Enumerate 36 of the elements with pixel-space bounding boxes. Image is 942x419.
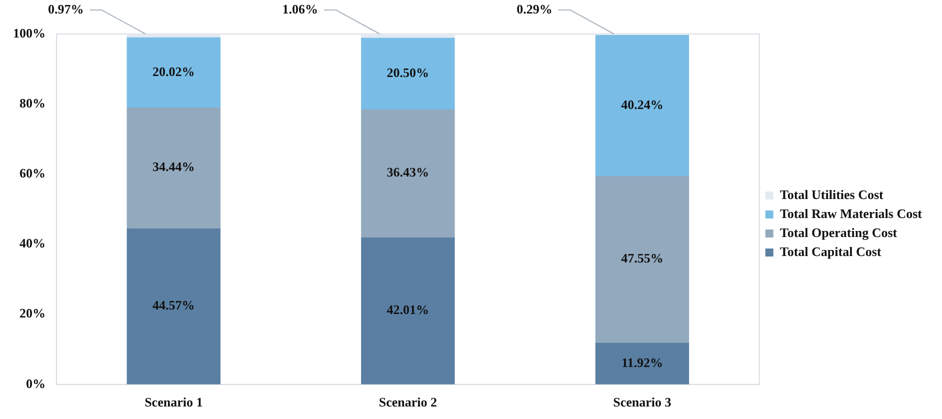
legend-label: Total Capital Cost: [780, 244, 882, 259]
data-label: 47.55%: [621, 250, 664, 266]
bar: [126, 108, 220, 228]
x-tick-label: Scenario 2: [378, 394, 437, 410]
bar: [595, 35, 690, 176]
data-label: 44.57%: [152, 298, 195, 313]
bar: [361, 237, 455, 384]
data-label: 0.29%: [516, 1, 552, 16]
data-label: 1.06%: [282, 1, 318, 16]
bar: [595, 342, 690, 384]
y-tick-label: 80%: [20, 95, 46, 110]
y-tick-label: 100%: [13, 25, 46, 40]
y-tick-label: 0%: [26, 376, 46, 391]
data-label: 40.24%: [621, 96, 664, 112]
data-label: 11.92%: [621, 354, 663, 370]
bar: [126, 34, 220, 38]
data-label: 34.44%: [152, 159, 195, 174]
x-tick-label: Scenario 1: [144, 394, 203, 410]
legend-label: Total Operating Cost: [780, 224, 898, 240]
bar: [595, 176, 690, 343]
data-label: 20.02%: [152, 64, 195, 79]
y-tick-label: 60%: [20, 166, 46, 181]
data-label: 36.43%: [386, 164, 430, 180]
data-label: 20.50%: [386, 64, 430, 80]
bar: [361, 110, 455, 238]
y-tick-label: 40%: [20, 236, 46, 251]
data-label: 42.01%: [386, 302, 430, 318]
x-tick-label: Scenario 3: [613, 394, 672, 410]
bar: [126, 228, 220, 384]
bar: [361, 34, 455, 38]
data-label: 0.97%: [48, 1, 84, 16]
bar: [361, 38, 455, 110]
legend-label: Total Raw Materials Cost: [780, 206, 923, 221]
bar: [126, 37, 220, 108]
y-tick-label: 20%: [20, 306, 46, 321]
legend-label: Total Utilities Cost: [780, 186, 884, 202]
